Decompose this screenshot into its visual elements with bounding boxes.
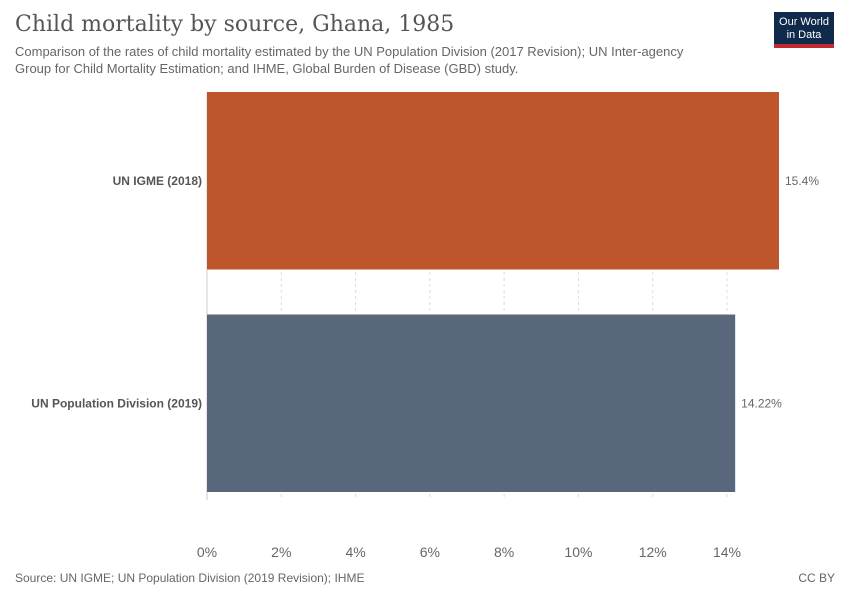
x-tick-label: 10% bbox=[564, 544, 592, 560]
x-tick-label: 12% bbox=[639, 544, 667, 560]
bar[interactable] bbox=[207, 92, 779, 270]
value-label: 14.22% bbox=[741, 396, 782, 410]
x-tick-label: 4% bbox=[345, 544, 365, 560]
chart-subtitle: Comparison of the rates of child mortali… bbox=[15, 44, 684, 76]
x-tick-labels: 0% 2% 4% 6% 8% 10% 12% 14% bbox=[197, 544, 741, 560]
source-note: Source: UN IGME; UN Population Division … bbox=[15, 571, 365, 585]
owid-logo[interactable]: Our World in Data bbox=[774, 12, 834, 48]
x-tick-label: 8% bbox=[494, 544, 514, 560]
logo-line-1: Our World bbox=[779, 16, 829, 28]
category-label: UN IGME (2018) bbox=[113, 174, 202, 188]
x-tick-label: 6% bbox=[420, 544, 440, 560]
x-tick-label: 0% bbox=[197, 544, 217, 560]
value-labels: 15.4% 14.22% bbox=[741, 174, 819, 411]
value-label: 15.4% bbox=[785, 174, 819, 188]
x-tick-label: 14% bbox=[713, 544, 741, 560]
logo-line-2: in Data bbox=[786, 29, 822, 41]
category-labels: UN IGME (2018) UN Population Division (20… bbox=[31, 174, 202, 411]
chart-title: Child mortality by source, Ghana, 1985 bbox=[15, 12, 455, 37]
bars bbox=[207, 92, 779, 492]
license-link[interactable]: CC BY bbox=[798, 571, 835, 585]
x-tick-label: 2% bbox=[271, 544, 291, 560]
category-label: UN Population Division (2019) bbox=[31, 396, 202, 410]
bar[interactable] bbox=[207, 314, 736, 493]
